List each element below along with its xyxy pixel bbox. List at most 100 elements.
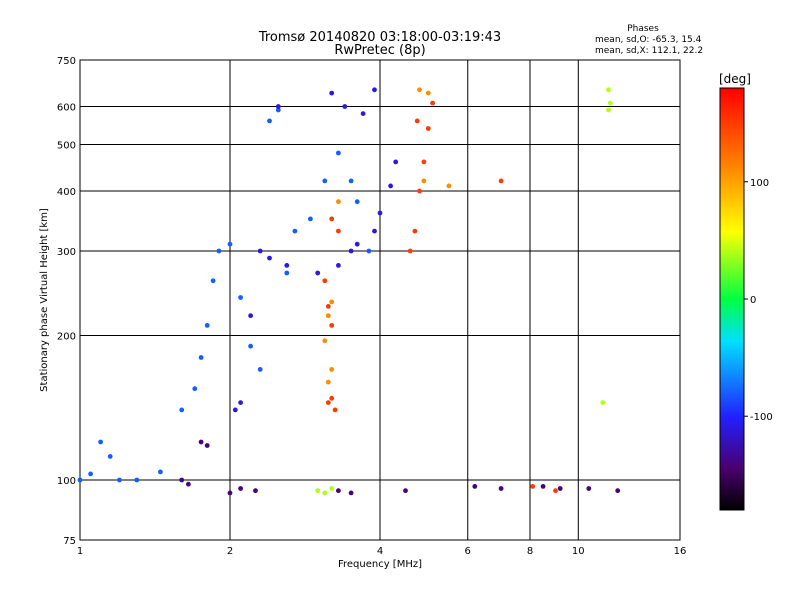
- x-tick-label: 1: [77, 546, 83, 557]
- echo-point: [606, 107, 611, 113]
- echo-point: [329, 395, 335, 401]
- x-axis-label: Frequency [MHz]: [338, 559, 422, 570]
- echo-point: [407, 248, 413, 254]
- colorbar-ticks: 100 0 -100: [744, 178, 773, 423]
- echo-point: [417, 188, 422, 194]
- echo-point: [158, 469, 163, 475]
- x-tick-label: 4: [377, 546, 383, 557]
- echo-point: [377, 210, 383, 216]
- colorbar-tick-label: 0: [750, 295, 756, 306]
- x-tick-label: 16: [674, 546, 687, 557]
- echo-point: [553, 488, 558, 494]
- y-tick-label: 600: [57, 103, 76, 114]
- echo-point: [403, 488, 408, 494]
- echo-point: [498, 178, 504, 184]
- echo-point: [227, 490, 233, 496]
- colorbar-label: [deg]: [719, 72, 751, 86]
- chart-title: Tromsø 20140820 03:18:00-03:19:43: [258, 30, 501, 45]
- y-tick-label: 300: [57, 247, 76, 258]
- echo-point: [238, 486, 244, 491]
- echo-point: [421, 178, 427, 184]
- echo-point: [322, 178, 328, 184]
- colorbar: [719, 87, 745, 511]
- echo-point: [329, 216, 335, 222]
- y-tick-label: 500: [57, 141, 76, 152]
- x-tick-label: 2: [227, 546, 233, 557]
- echo-point: [348, 490, 354, 496]
- echo-point: [315, 488, 321, 494]
- echo-point: [186, 481, 191, 487]
- y-tick-label: 750: [57, 56, 76, 67]
- echo-point: [332, 407, 338, 413]
- echo-point: [606, 87, 611, 93]
- echo-point: [586, 486, 592, 491]
- echo-point: [315, 270, 321, 276]
- y-tick-label: 75: [63, 536, 76, 547]
- echo-point: [393, 159, 399, 165]
- echo-point: [322, 338, 328, 344]
- echo-point: [557, 486, 563, 491]
- echo-point: [336, 228, 341, 234]
- echo-point: [77, 477, 83, 483]
- echo-point: [348, 178, 354, 184]
- echo-point: [98, 439, 103, 445]
- echo-point: [354, 241, 360, 247]
- echo-point: [210, 278, 216, 284]
- y-tick-label: 400: [57, 187, 76, 198]
- colorbar-tick-label: -100: [750, 412, 773, 423]
- echo-point: [336, 199, 341, 205]
- echo-point: [253, 488, 258, 494]
- echo-point: [179, 407, 185, 413]
- colorbar-tick-label: 100: [750, 178, 769, 189]
- echo-point: [446, 183, 452, 189]
- echo-point: [425, 90, 431, 96]
- echo-point: [232, 407, 238, 413]
- x-axis-ticks: 1 2 4 6 8 10 16: [77, 546, 687, 557]
- echo-point: [248, 313, 254, 319]
- echo-point: [257, 367, 263, 372]
- echo-point: [134, 477, 140, 483]
- echo-point: [107, 454, 113, 459]
- echo-point: [248, 343, 254, 349]
- echo-point: [275, 107, 281, 113]
- echo-point: [325, 313, 331, 319]
- echo-point: [412, 228, 418, 234]
- echo-point: [325, 379, 331, 385]
- echo-point: [88, 471, 93, 477]
- echo-point: [238, 295, 244, 300]
- echo-point: [322, 278, 328, 284]
- echo-point: [354, 199, 360, 205]
- y-tick-label: 200: [57, 332, 76, 343]
- echo-points: [77, 87, 621, 496]
- echo-point: [257, 248, 263, 254]
- echo-point: [336, 150, 341, 156]
- echo-point: [348, 248, 354, 254]
- echo-point: [329, 367, 335, 372]
- stats-o-mode: mean, sd,O: -65.3, 15.4: [595, 35, 702, 45]
- echo-point: [322, 490, 328, 496]
- echo-point: [329, 486, 335, 491]
- echo-point: [325, 400, 331, 405]
- echo-point: [192, 386, 198, 392]
- echo-point: [421, 159, 427, 165]
- chart-subtitle: RwPretec (8p): [334, 43, 425, 58]
- x-tick-label: 10: [572, 546, 585, 557]
- echo-point: [308, 216, 313, 222]
- echo-point: [267, 118, 272, 124]
- echo-point: [267, 255, 272, 261]
- echo-point: [530, 484, 536, 489]
- echo-point: [325, 304, 331, 309]
- echo-point: [238, 400, 244, 405]
- echo-point: [284, 263, 290, 268]
- echo-point: [540, 484, 546, 489]
- echo-point: [329, 90, 335, 96]
- echo-point: [360, 111, 366, 116]
- echo-point: [608, 100, 613, 106]
- echo-point: [216, 248, 222, 254]
- echo-point: [204, 323, 210, 328]
- echo-point: [329, 299, 335, 305]
- echo-point: [388, 183, 393, 189]
- echo-point: [292, 228, 298, 234]
- y-tick-label: 100: [57, 476, 76, 487]
